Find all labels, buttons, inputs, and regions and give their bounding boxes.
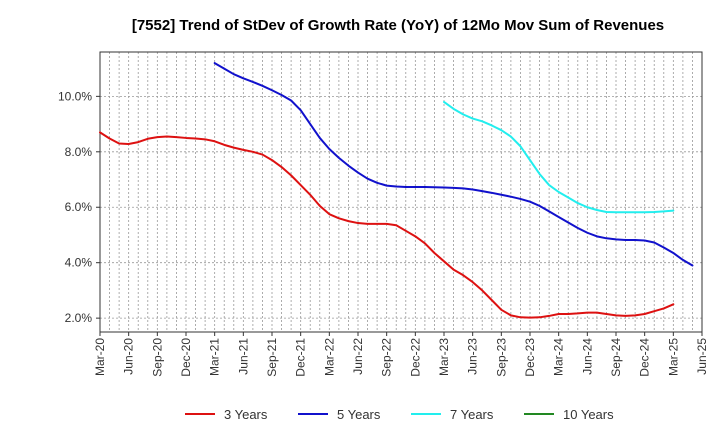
x-tick-label: Mar-22 [322,338,336,376]
y-tick-label: 6.0% [65,200,93,214]
y-tick-label: 8.0% [65,145,93,159]
series-line-3-years [99,131,675,319]
x-tick-label: Dec-20 [179,338,193,377]
x-tick-label: Jun-22 [351,338,365,375]
x-tick-label: Dec-22 [408,338,422,377]
x-tick-label: Dec-24 [638,338,652,377]
y-tick-label: 10.0% [58,89,92,103]
series-lines [99,62,694,319]
x-tick-label: Sep-24 [609,338,623,377]
x-tick-label: Jun-21 [236,338,250,375]
x-tick-label: Mar-21 [208,338,222,376]
x-tick-label: Sep-21 [265,338,279,377]
grid [99,52,703,332]
x-tick-label: Mar-20 [93,338,107,376]
y-tick-label: 4.0% [65,256,93,270]
legend: 3 Years 5 Years 7 Years 10 Years [185,407,614,422]
x-tick-label: Dec-23 [523,338,537,377]
x-tick-label: Sep-23 [494,338,508,377]
x-tick-label: Jun-24 [580,338,594,375]
plot-frame [99,51,703,333]
legend-label-3-years: 3 Years [224,407,268,422]
x-axis: Mar-20 Jun-20 Sep-20 Dec-20 Mar-21 Jun-21 Sep-… [93,332,709,377]
x-tick-label: Mar-25 [666,338,680,376]
series-line-5-years [213,62,694,267]
series-line-7-years [443,100,675,214]
y-axis: 2.0% 4.0% 6.0% 8.0% 10.0% [58,89,100,325]
x-tick-label: Mar-23 [437,338,451,376]
x-tick-label: Sep-22 [380,338,394,377]
legend-label-7-years: 7 Years [450,407,494,422]
x-tick-label: Jun-25 [695,338,709,375]
chart-title: [7552] Trend of StDev of Growth Rate (Yo… [132,17,664,34]
legend-label-10-years: 10 Years [563,407,614,422]
x-tick-label: Sep-20 [150,338,164,377]
x-tick-label: Jun-23 [466,338,480,375]
x-tick-label: Mar-24 [552,338,566,376]
legend-label-5-years: 5 Years [337,407,381,422]
x-tick-label: Dec-21 [294,338,308,377]
x-tick-label: Jun-20 [122,338,136,375]
y-tick-label: 2.0% [65,311,93,325]
